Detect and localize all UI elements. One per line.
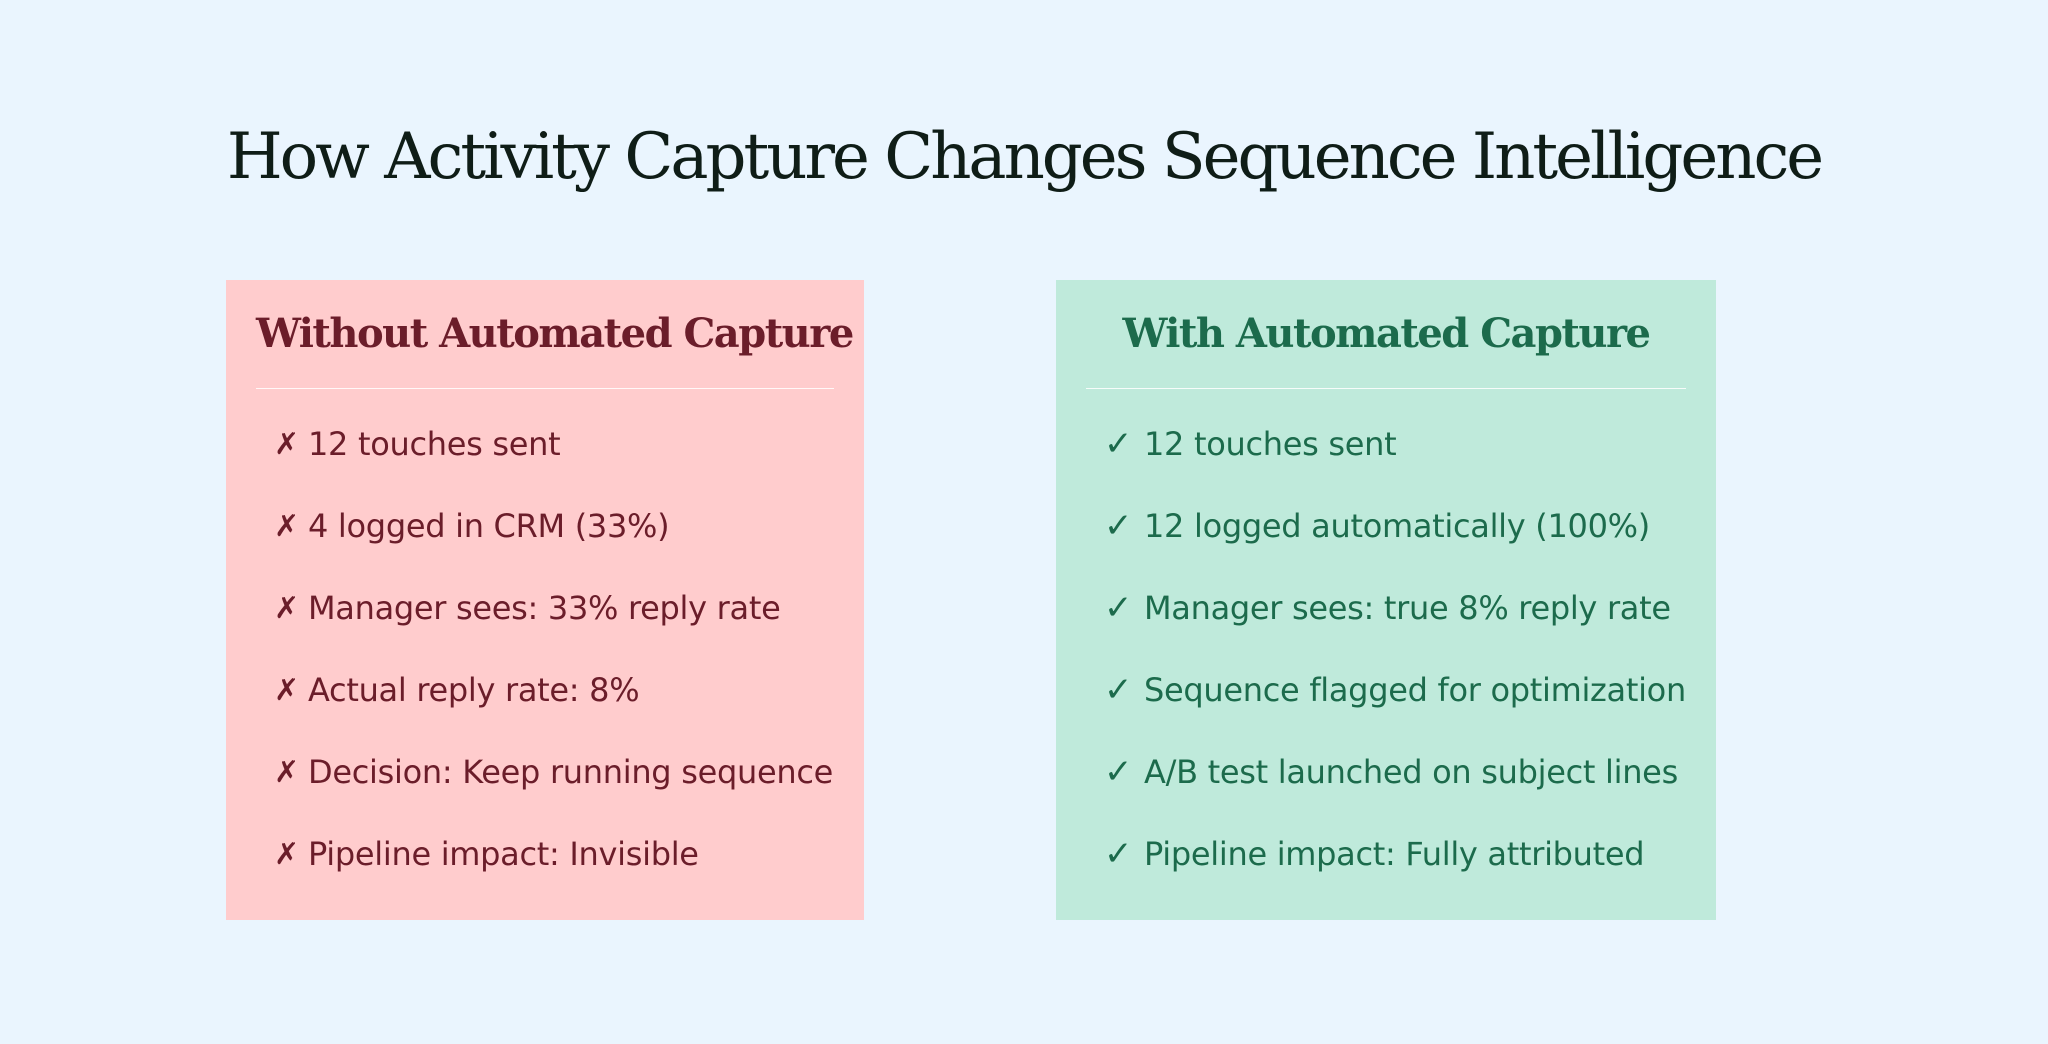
check-icon: ✓ bbox=[1104, 424, 1133, 464]
with-capture-list: ✓ 12 touches sent ✓ 12 logged automaticall… bbox=[1086, 389, 1686, 895]
item-text: 12 logged automatically (100%) bbox=[1144, 507, 1650, 545]
cross-icon: ✗ bbox=[274, 426, 299, 462]
check-icon: ✓ bbox=[1104, 834, 1133, 874]
with-capture-heading: With Automated Capture bbox=[1086, 280, 1686, 389]
item-text: 4 logged in CRM (33%) bbox=[308, 507, 670, 545]
list-item: ✗ Pipeline impact: Invisible bbox=[274, 813, 834, 895]
without-capture-list: ✗ 12 touches sent ✗ 4 logged in CRM (33%) … bbox=[256, 389, 834, 895]
check-icon: ✓ bbox=[1104, 588, 1133, 628]
list-item: ✓ Pipeline impact: Fully attributed bbox=[1104, 813, 1686, 895]
list-item: ✗ Decision: Keep running sequence bbox=[274, 731, 834, 813]
list-item: ✓ A/B test launched on subject lines bbox=[1104, 731, 1686, 813]
without-capture-heading: Without Automated Capture bbox=[256, 280, 854, 389]
item-text: 12 touches sent bbox=[1144, 425, 1397, 463]
list-item: ✓ 12 logged automatically (100%) bbox=[1104, 485, 1686, 567]
page-title: How Activity Capture Changes Sequence In… bbox=[226, 120, 1824, 194]
cross-icon: ✗ bbox=[274, 672, 299, 708]
check-icon: ✓ bbox=[1104, 506, 1133, 546]
with-capture-card: With Automated Capture ✓ 12 touches sent … bbox=[1056, 280, 1716, 920]
list-item: ✓ Manager sees: true 8% reply rate bbox=[1104, 567, 1686, 649]
item-text: Pipeline impact: Fully attributed bbox=[1144, 835, 1645, 873]
list-item: ✓ Sequence flagged for optimization bbox=[1104, 649, 1686, 731]
list-item: ✗ Manager sees: 33% reply rate bbox=[274, 567, 834, 649]
cross-icon: ✗ bbox=[274, 754, 299, 790]
list-item: ✗ 4 logged in CRM (33%) bbox=[274, 485, 834, 567]
without-capture-card: Without Automated Capture ✗ 12 touches se… bbox=[226, 280, 864, 920]
list-item: ✗ Actual reply rate: 8% bbox=[274, 649, 834, 731]
check-icon: ✓ bbox=[1104, 752, 1133, 792]
item-text: 12 touches sent bbox=[308, 425, 561, 463]
item-text: Decision: Keep running sequence bbox=[308, 753, 833, 791]
item-text: Pipeline impact: Invisible bbox=[308, 835, 699, 873]
item-text: Manager sees: 33% reply rate bbox=[308, 589, 781, 627]
item-text: A/B test launched on subject lines bbox=[1144, 753, 1678, 791]
item-text: Sequence flagged for optimization bbox=[1144, 671, 1686, 709]
cross-icon: ✗ bbox=[274, 836, 299, 872]
check-icon: ✓ bbox=[1104, 670, 1133, 710]
cross-icon: ✗ bbox=[274, 508, 299, 544]
list-item: ✗ 12 touches sent bbox=[274, 403, 834, 485]
cross-icon: ✗ bbox=[274, 590, 299, 626]
item-text: Actual reply rate: 8% bbox=[308, 671, 640, 709]
item-text: Manager sees: true 8% reply rate bbox=[1144, 589, 1671, 627]
list-item: ✓ 12 touches sent bbox=[1104, 403, 1686, 485]
